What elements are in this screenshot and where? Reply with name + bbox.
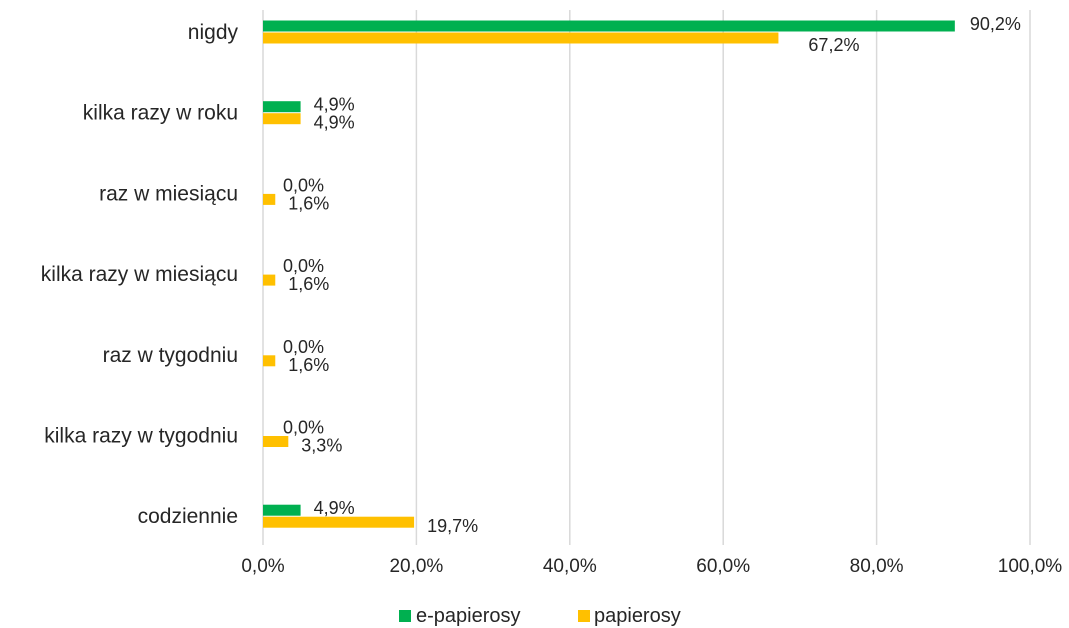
data-label-papierosy: 67,2% [808,35,859,55]
category-label: kilka razy w miesiącu [41,263,238,286]
bar-papierosy [263,274,276,286]
legend-swatch-e-papierosy [399,610,411,622]
x-tick-labels: 0,0% 20,0% 40,0% 60,0% 80,0% 100,0% [241,556,1062,577]
category-label: kilka razy w roku [83,102,238,125]
data-label-e-papierosy: 0,0% [283,175,324,195]
category-label: raz w tygodniu [103,344,238,367]
bars [263,20,955,528]
bar-papierosy [263,193,276,205]
bar-papierosy [263,355,276,367]
bar-e-papierosy [263,101,301,113]
x-tick-label: 100,0% [998,556,1063,577]
legend: e-papierosy papierosy [399,605,681,627]
legend-label-papierosy: papierosy [594,605,681,627]
data-label-e-papierosy: 4,9% [314,498,355,518]
data-label-papierosy: 1,6% [288,274,329,294]
category-label: codziennie [138,505,238,528]
data-label-papierosy: 3,3% [301,436,342,456]
data-label-e-papierosy: 0,0% [283,337,324,357]
data-label-papierosy: 1,6% [288,355,329,375]
data-labels: 90,2%67,2%4,9%4,9%0,0%1,6%0,0%1,6%0,0%1,… [283,14,1021,536]
bar-papierosy [263,516,415,528]
bar-papierosy [263,32,779,44]
category-label: nigdy [188,21,239,44]
legend-swatch-papierosy [578,610,590,622]
bar-e-papierosy [263,504,301,516]
category-label: kilka razy w tygodniu [44,425,238,448]
data-label-e-papierosy: 4,9% [314,95,355,115]
legend-label-e-papierosy: e-papierosy [416,605,521,627]
bar-papierosy [263,113,301,125]
gridlines [262,10,1031,545]
data-label-e-papierosy: 0,0% [283,418,324,438]
data-label-papierosy: 4,9% [314,113,355,133]
data-label-papierosy: 19,7% [427,516,478,536]
x-tick-label: 60,0% [696,556,750,577]
category-label: raz w miesiącu [99,182,238,205]
x-tick-label: 20,0% [389,556,443,577]
category-labels: nigdy kilka razy w roku raz w miesiącu kilk… [41,21,239,528]
data-label-e-papierosy: 0,0% [283,256,324,276]
x-tick-label: 0,0% [241,556,284,577]
bar-papierosy [263,436,289,447]
data-label-papierosy: 1,6% [288,193,329,213]
data-label-e-papierosy: 90,2% [970,14,1021,34]
x-tick-label: 40,0% [543,556,597,577]
bar-e-papierosy [263,20,955,32]
x-tick-label: 80,0% [850,556,904,577]
